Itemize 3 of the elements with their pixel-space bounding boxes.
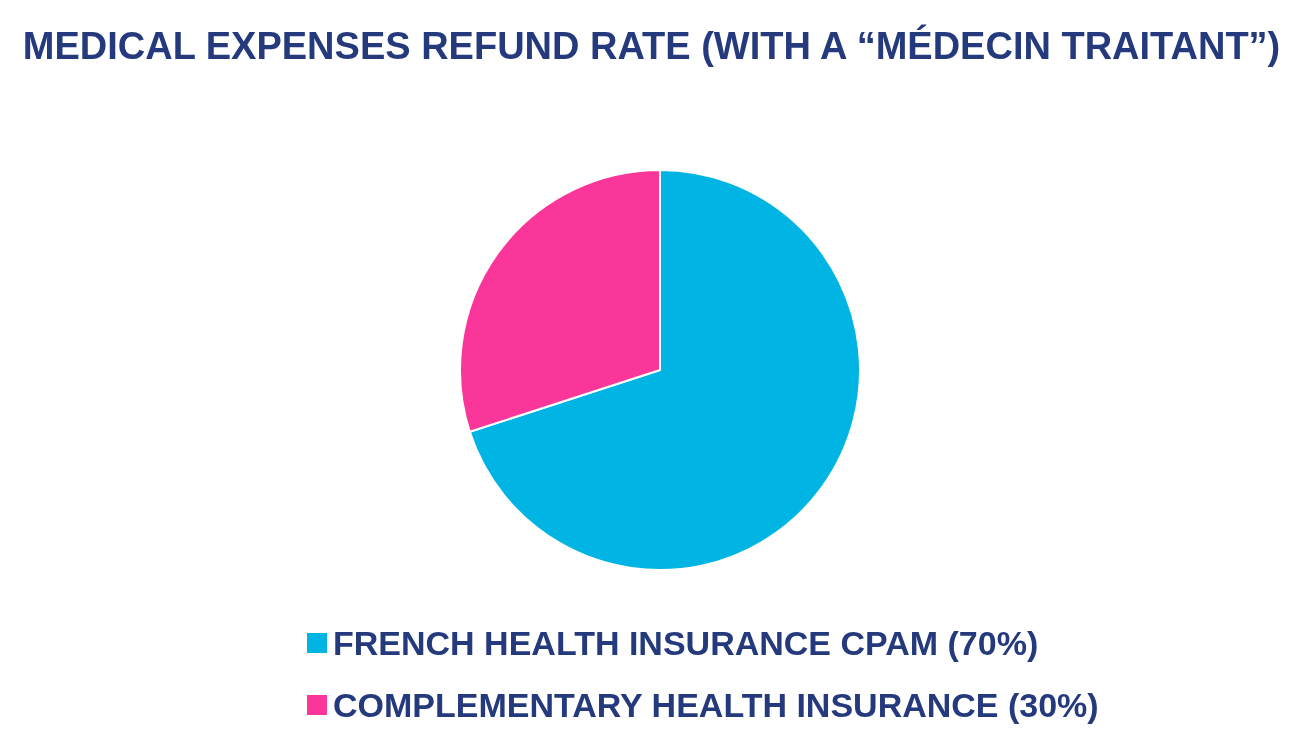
legend-label: FRENCH HEALTH INSURANCE CPAM (70%)	[333, 624, 1039, 662]
chart-title: MEDICAL EXPENSES REFUND RATE (WITH A “MÉDECIN TRAITANT”)	[22, 24, 1281, 67]
legend-label: COMPLEMENTARY HEALTH INSURANCE (30%)	[333, 686, 1099, 724]
